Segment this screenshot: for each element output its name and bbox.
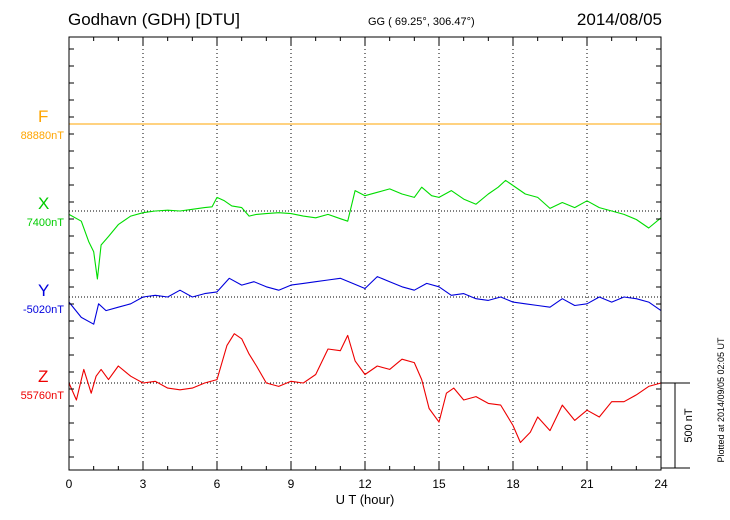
coordinates-label: GG ( 69.25°, 306.47°) [368,16,475,28]
channel-label-x: X [38,194,50,213]
channel-baseline-f: 88880nT [20,130,64,142]
x-tick-label: 6 [214,477,221,491]
x-tick-label: 18 [506,477,520,491]
channel-label-z: Z [38,367,49,386]
channel-baseline-y: -5020nT [23,304,64,316]
channel-label-f: F [38,107,49,126]
x-tick-label: 3 [140,477,147,491]
station-title: Godhavn (GDH) [DTU] [68,10,240,29]
channel-baseline-x: 7400nT [26,217,64,229]
x-tick-label: 24 [654,477,668,491]
x-tick-label: 15 [432,477,446,491]
x-tick-label: 21 [580,477,594,491]
date-label: 2014/08/05 [576,10,662,29]
channel-label-y: Y [38,281,50,300]
x-tick-label: 12 [358,477,372,491]
x-tick-label: 9 [288,477,295,491]
channel-baseline-z: 55760nT [20,390,64,402]
series-line-y [68,276,662,325]
scale-bar-label: 500 nT [683,408,695,443]
x-tick-label: 0 [66,477,73,491]
series-line-x [68,179,662,280]
series-line-z [68,333,662,444]
plotted-at-label: Plotted at 2014/09/05 02:05 UT [716,337,726,463]
x-axis-label: U T (hour) [336,492,395,507]
